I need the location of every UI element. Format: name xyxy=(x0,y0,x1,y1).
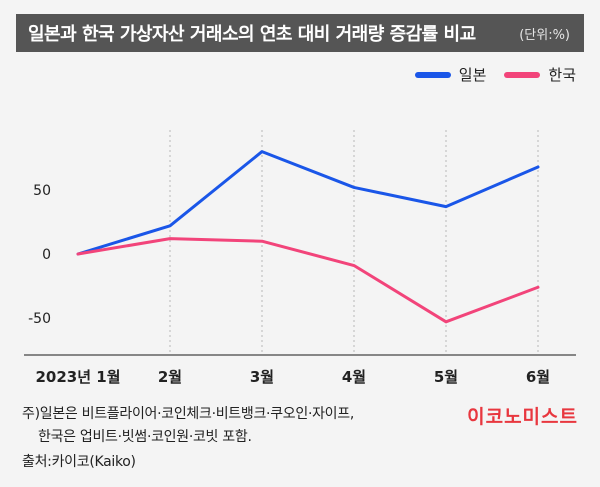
legend-item-japan: 일본 xyxy=(414,64,487,85)
x-tick-label-5: 6월 xyxy=(526,368,550,386)
legend-item-korea: 한국 xyxy=(504,64,576,85)
y-tick-label-2: -50 xyxy=(28,311,51,327)
series-line-japan xyxy=(76,150,540,256)
series-line-korea xyxy=(76,237,540,324)
brand-logo: 이코노미스트 xyxy=(467,406,578,428)
y-tick-label-0: 50 xyxy=(33,183,51,199)
legend: 일본 한국 xyxy=(414,64,576,85)
x-tick-label-2: 3월 xyxy=(250,368,274,386)
legend-swatch-korea xyxy=(504,71,541,78)
unit-label: (단위:%) xyxy=(519,27,570,43)
x-tick-label-1: 2월 xyxy=(158,368,182,386)
x-tick-label-3: 4월 xyxy=(342,368,366,386)
x-tick-label-0: 2023년 1월 xyxy=(35,368,120,386)
legend-label-korea: 한국 xyxy=(548,66,576,84)
footnote-line-1: 주)일본은 비트플라이어·코인체크·비트뱅크·쿠오인·자이프, xyxy=(22,406,354,422)
legend-swatch-japan xyxy=(414,71,451,78)
legend-label-japan: 일본 xyxy=(458,66,487,84)
source-note: 출처:카이코(Kaiko) xyxy=(22,454,136,470)
y-tick-label-1: 0 xyxy=(42,247,51,263)
footnote-line-2: 한국은 업비트·빗썸·코인원·코빗 포함. xyxy=(38,429,252,445)
title-bar: 일본과 한국 가상자산 거래소의 연초 대비 거래량 증감률 비교 (단위:%) xyxy=(16,14,584,52)
chart-title: 일본과 한국 가상자산 거래소의 연초 대비 거래량 증감률 비교 xyxy=(28,24,476,45)
x-tick-label-4: 5월 xyxy=(434,368,458,386)
